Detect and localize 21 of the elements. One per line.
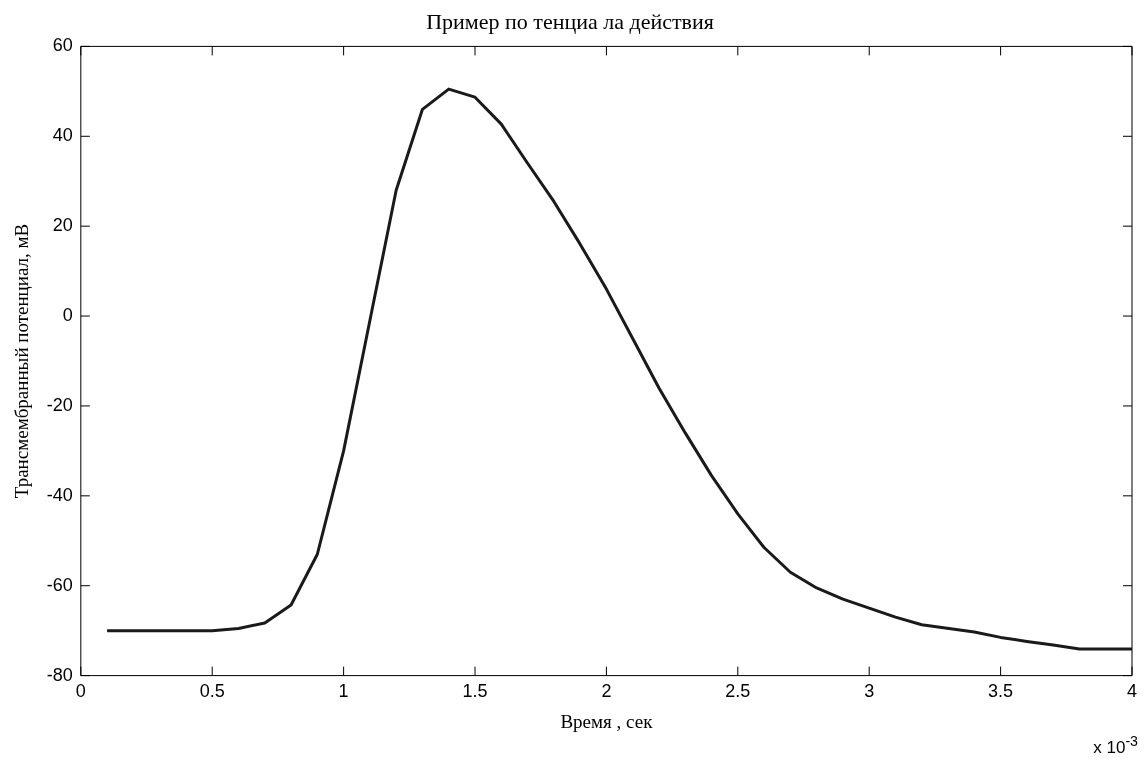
y-axis-title: Трансмембранный потенциал, мВ [11,223,33,499]
y-tick-label: -20 [46,394,73,415]
x-tick-label: 4 [1126,681,1138,702]
x-tick-label: 2.5 [725,681,751,702]
y-tick-label: -60 [46,574,73,595]
y-tick-label: 40 [52,125,73,146]
x-tick-label: 0.5 [199,681,225,702]
x-tick-label: 1.5 [462,681,488,702]
y-tick-label: 0 [62,305,73,326]
y-tick-label: 60 [52,35,73,56]
x-tick-label: 1 [338,681,349,702]
x-tick-label: 3.5 [988,681,1014,702]
y-tick-label: -80 [46,664,73,685]
text: x 10$^{-3}$ [1093,733,1138,758]
x-tick-label: 0 [75,681,86,702]
y-tick-label: -40 [46,484,73,505]
chart-title: Пример по тенциа ла действия [426,8,714,34]
y-tick-label: 20 [52,215,73,236]
x-tick-label: 3 [864,681,875,702]
x-tick-label: 2 [601,681,612,702]
x-axis-title: Время , сек [560,710,654,732]
